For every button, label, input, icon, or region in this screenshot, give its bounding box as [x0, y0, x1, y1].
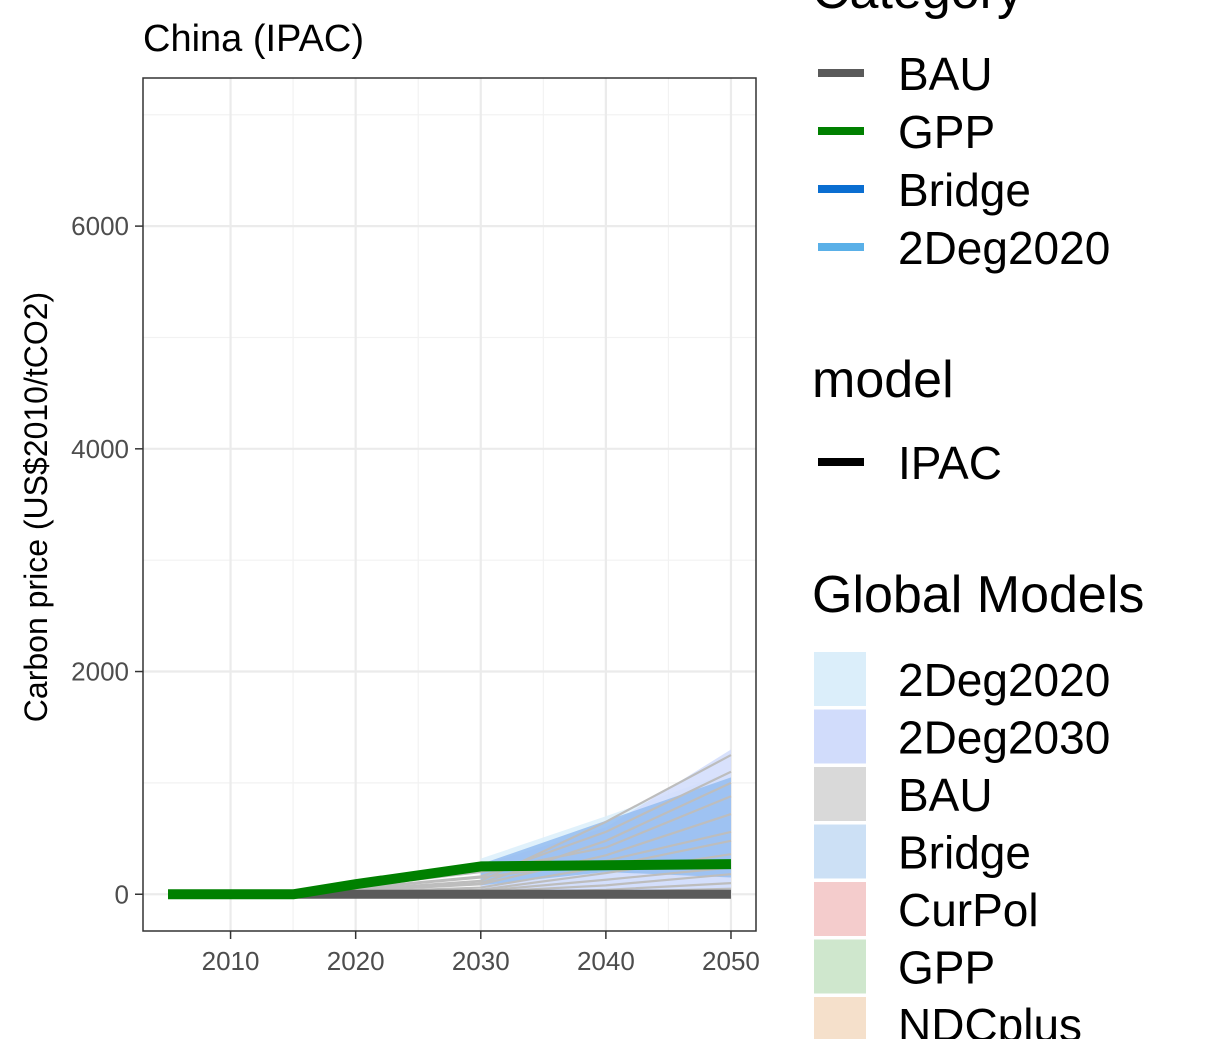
legend-label: BAU — [898, 48, 993, 100]
legend-label: Bridge — [898, 827, 1031, 879]
legend-label: GPP — [898, 942, 995, 994]
legend-key-line — [818, 243, 864, 251]
x-tick-label: 2030 — [452, 946, 510, 976]
legend-key-swatch — [814, 652, 866, 706]
legend-key-swatch — [814, 824, 866, 879]
legend-title-global-models: Global Models — [812, 566, 1144, 624]
y-tick-label: 0 — [115, 879, 129, 909]
plot-title: China (IPAC) — [143, 18, 364, 60]
legend: Category BAU GPP Bridge 2Deg2020 model IPAC Glo… — [812, 0, 1144, 1039]
legend-key-line — [818, 69, 864, 77]
plot-panel — [143, 78, 756, 931]
plot-border — [142, 77, 757, 932]
legend-key-swatch — [814, 767, 866, 821]
legend-title-model: model — [812, 351, 954, 409]
x-tick-label: 2040 — [577, 946, 635, 976]
legend-label: CurPol — [898, 884, 1039, 936]
x-tick-label: 2050 — [702, 946, 760, 976]
legend-key-swatch — [814, 939, 866, 994]
legend-key-swatch — [814, 882, 866, 936]
legend-title-category: Category — [812, 0, 1023, 20]
y-tick-label: 2000 — [71, 657, 129, 687]
x-tick-label: 2020 — [327, 946, 385, 976]
legend-label: Bridge — [898, 164, 1031, 216]
y-axis-ticks: 0 2000 4000 6000 — [71, 211, 143, 909]
legend-key-line — [818, 185, 864, 193]
grid-minor — [143, 78, 756, 931]
y-tick-label: 4000 — [71, 434, 129, 464]
legend-key-line — [818, 458, 864, 466]
legend-label: NDCplus — [898, 999, 1082, 1039]
legend-label: 2Deg2020 — [898, 222, 1110, 274]
legend-key-line — [818, 127, 864, 135]
series-line-gpp — [168, 859, 732, 900]
y-tick-label: 6000 — [71, 211, 129, 241]
legend-label: IPAC — [898, 437, 1002, 489]
legend-label: BAU — [898, 769, 993, 821]
x-axis-ticks: 2010 2020 2030 2040 2050 — [202, 931, 760, 976]
legend-label: 2Deg2020 — [898, 654, 1110, 706]
legend-key-swatch — [814, 709, 866, 764]
y-axis-title: Carbon price (US$2010/tCO2) — [18, 292, 54, 722]
legend-label: GPP — [898, 106, 995, 158]
series-lines — [168, 859, 732, 900]
legend-key-swatch — [814, 997, 866, 1039]
legend-label: 2Deg2030 — [898, 712, 1110, 764]
x-tick-label: 2010 — [202, 946, 260, 976]
